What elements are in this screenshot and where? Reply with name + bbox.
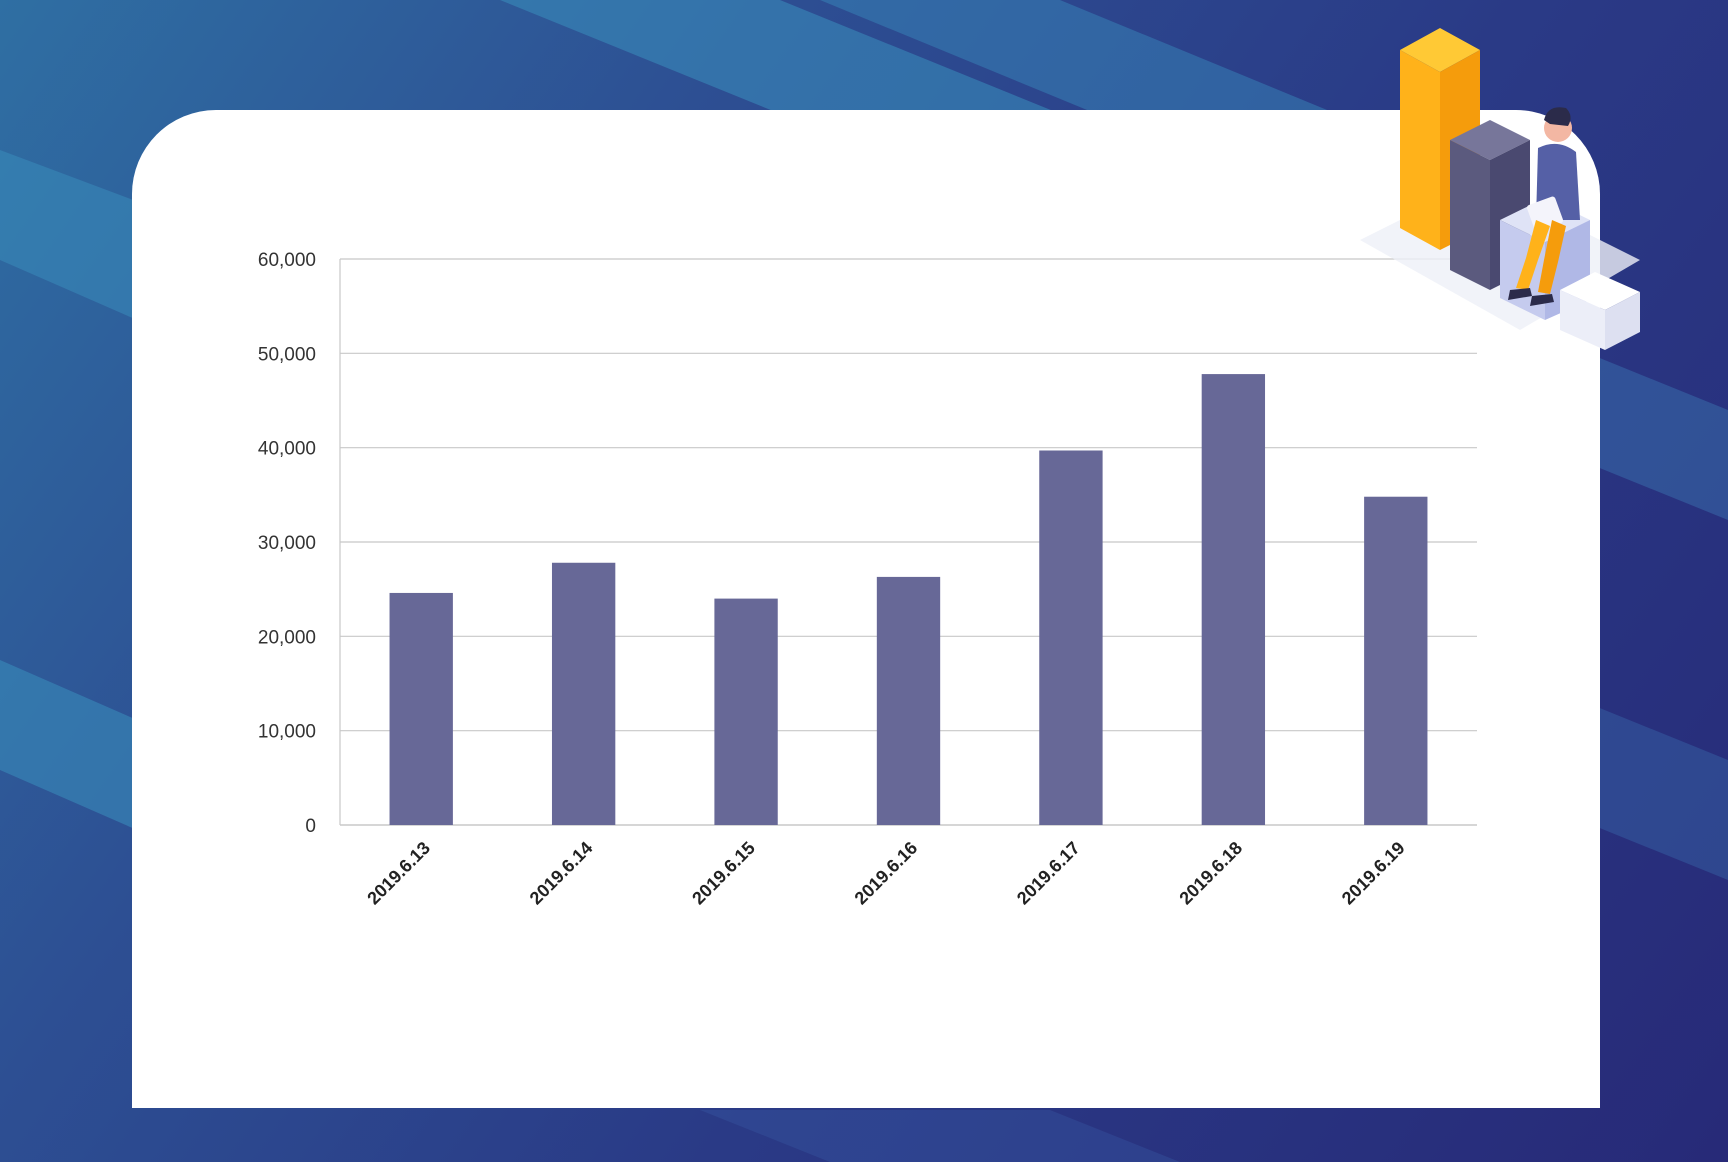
y-tick-label: 40,000 [258, 439, 316, 460]
y-tick-label: 50,000 [258, 344, 316, 365]
x-tick-label: 2019.6.19 [1338, 838, 1409, 909]
bar [876, 576, 941, 825]
y-tick-label: 10,000 [258, 722, 316, 743]
y-tick-label: 30,000 [258, 533, 316, 554]
x-tick-label: 2019.6.14 [526, 838, 597, 909]
bar [389, 592, 453, 825]
x-tick-label: 2019.6.18 [1175, 838, 1246, 909]
x-tick-label: 2019.6.17 [1013, 838, 1084, 909]
bar [551, 562, 616, 825]
x-tick-label: 2019.6.13 [363, 838, 434, 909]
y-tick-label: 0 [305, 816, 316, 837]
bar [1364, 496, 1428, 825]
x-tick-label: 2019.6.15 [688, 838, 759, 909]
y-tick-label: 20,000 [258, 627, 316, 648]
chart-card [132, 110, 1600, 1108]
person-with-laptop-on-bar-chart-icon [1360, 28, 1640, 350]
bar [714, 598, 778, 825]
bar-chart: 0 10,000 20,000 30,000 40,000 50,000 60,000 201… [258, 250, 1477, 909]
y-tick-label: 60,000 [258, 250, 316, 271]
bar [1201, 374, 1266, 825]
x-tick-label: 2019.6.16 [851, 838, 922, 909]
bar [1039, 450, 1103, 825]
